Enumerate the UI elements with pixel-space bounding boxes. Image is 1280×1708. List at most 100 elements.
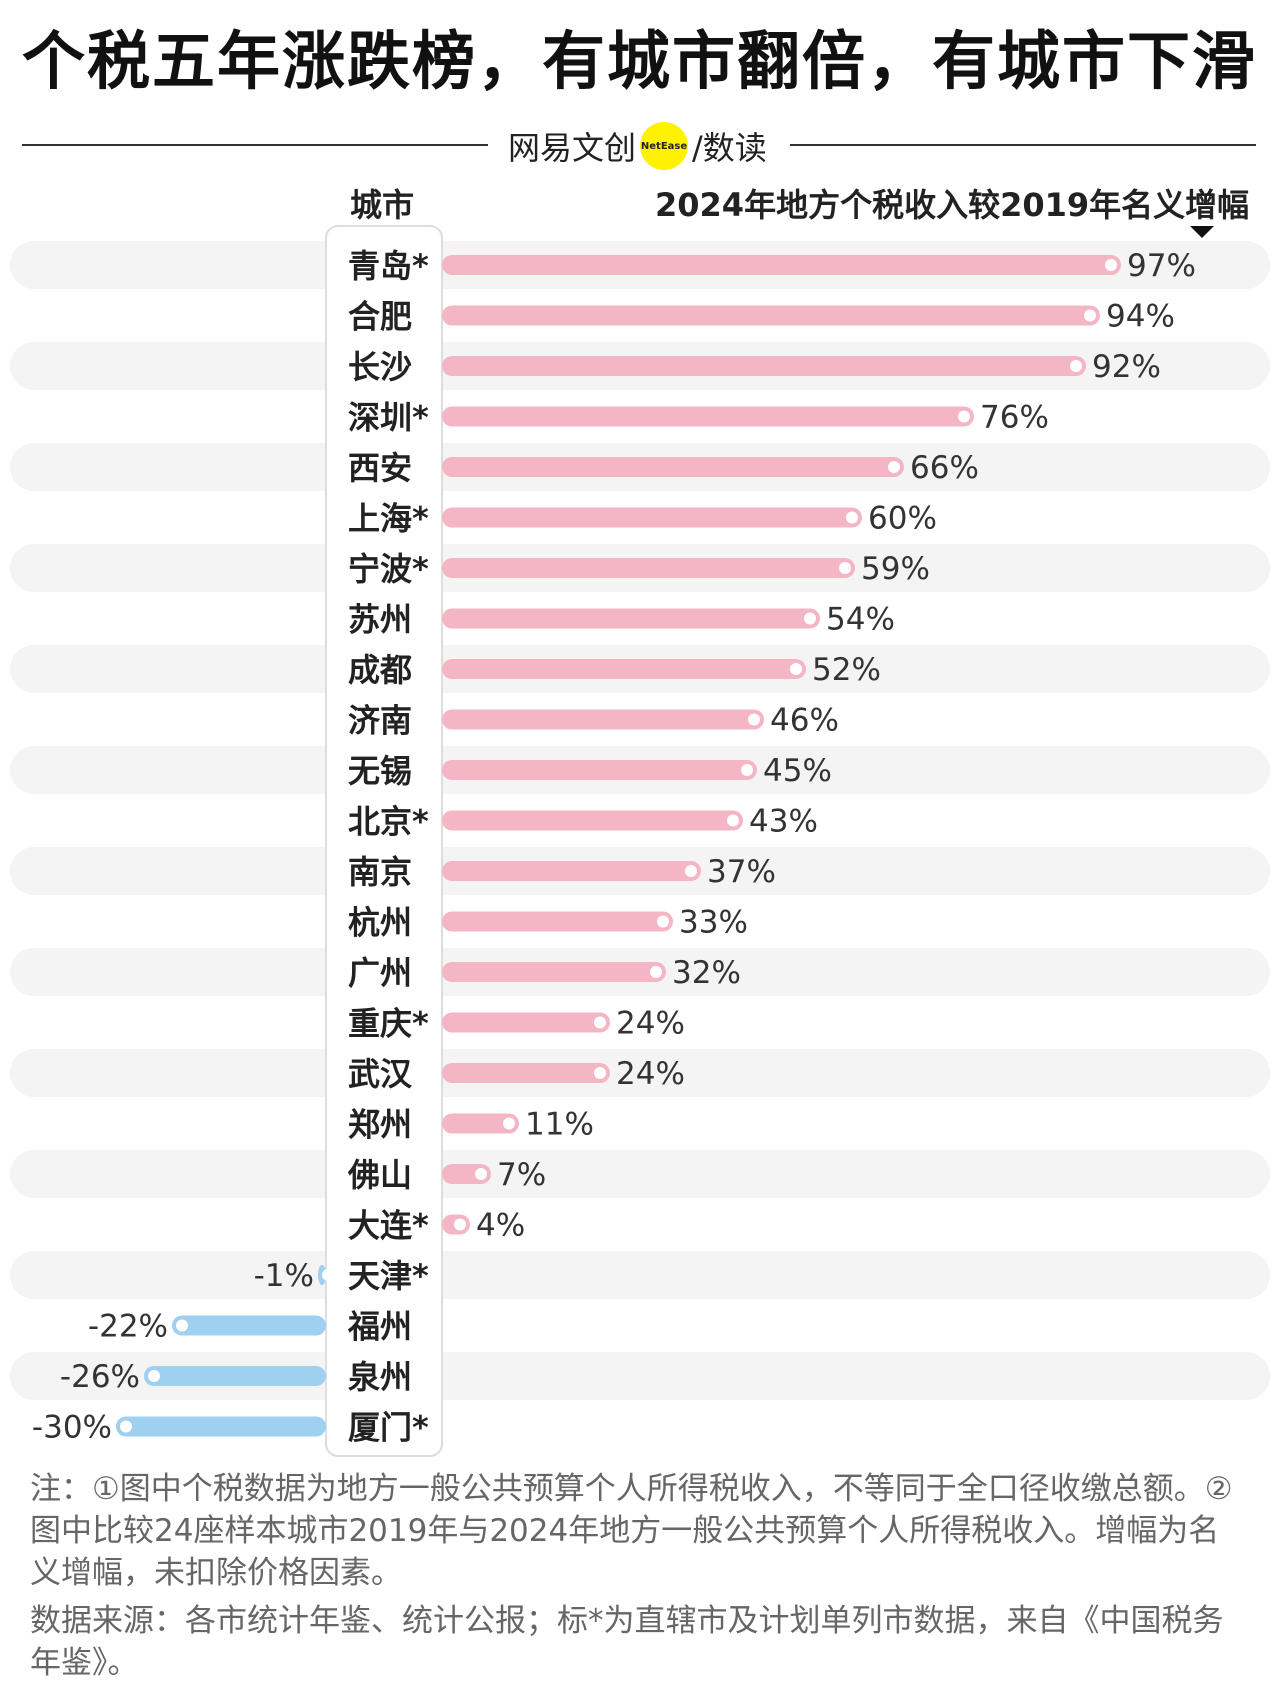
city-label: 成都: [348, 651, 412, 689]
city-label: 泉州: [348, 1358, 412, 1396]
bar-end-dot: [475, 1168, 487, 1180]
bar-end-dot: [790, 663, 802, 675]
bar-end-dot: [650, 966, 662, 978]
data-label: 43%: [749, 804, 818, 840]
bar-end-dot: [846, 511, 858, 524]
bar-end-dot: [120, 1420, 132, 1433]
bar: [442, 760, 757, 780]
bar: [442, 1012, 610, 1033]
city-label: 厦门*: [348, 1409, 429, 1447]
bar: [442, 911, 673, 932]
bar-end-dot: [594, 1016, 606, 1029]
bar-end-dot: [657, 915, 669, 928]
data-source: 数据来源：各市统计年鉴、统计公报；标*为直辖市及计划单列市数据，来自《中国税务年…: [30, 1603, 1224, 1681]
city-label: 佛山: [347, 1156, 412, 1194]
bar-end-dot: [741, 764, 753, 776]
data-label: -22%: [88, 1309, 168, 1345]
data-label: -26%: [60, 1359, 140, 1395]
bar: [442, 406, 974, 427]
bar: [442, 861, 701, 881]
bar-end-dot: [148, 1370, 160, 1382]
data-label: 76%: [980, 400, 1049, 436]
bar-end-dot: [594, 1067, 606, 1079]
divider-left: [22, 144, 488, 146]
bar: [442, 810, 743, 831]
row-stripe: [10, 1150, 1270, 1198]
data-label: 52%: [812, 652, 881, 688]
data-label: 11%: [525, 1107, 594, 1143]
city-label: 武汉: [348, 1055, 413, 1093]
metric-header-arrow-icon: [1190, 226, 1214, 238]
city-label: 合肥: [348, 298, 412, 336]
bar: [442, 1063, 610, 1083]
data-label: 7%: [497, 1157, 546, 1193]
chart-title: 个税五年涨跌榜，有城市翻倍，有城市下滑: [22, 25, 1257, 98]
data-label: -30%: [32, 1410, 112, 1446]
city-label: 宁波*: [348, 550, 429, 588]
data-label: 59%: [861, 551, 930, 587]
city-column-panel: [325, 225, 443, 1457]
bar: [442, 558, 855, 578]
bar-end-dot: [748, 713, 760, 726]
bar-end-dot: [1105, 259, 1117, 271]
city-label: 福州: [347, 1308, 412, 1346]
city-label: 青岛*: [348, 247, 429, 285]
data-label: 66%: [910, 450, 979, 486]
bar: [144, 1366, 326, 1386]
row-stripe: [10, 1251, 1270, 1299]
data-label: -1%: [254, 1258, 314, 1294]
data-label: 54%: [826, 602, 895, 638]
bar: [442, 709, 764, 730]
bar-end-dot: [958, 410, 970, 423]
bar: [442, 608, 820, 629]
data-label: 94%: [1106, 299, 1175, 335]
brand-name: 网易文创: [508, 129, 637, 167]
city-label: 重庆*: [348, 1005, 429, 1043]
city-label: 无锡: [348, 752, 412, 790]
city-label: 西安: [348, 449, 412, 487]
data-label: 97%: [1127, 248, 1196, 284]
bar-end-dot: [727, 814, 739, 827]
brand-section: /数读: [692, 129, 767, 167]
bar: [442, 659, 806, 679]
bar-end-dot: [1070, 360, 1082, 372]
bar-end-dot: [322, 1269, 334, 1281]
city-label: 郑州: [348, 1106, 412, 1144]
bar-end-dot: [685, 865, 697, 877]
netease-badge-icon: NetEase: [640, 122, 689, 170]
bar-end-dot: [1084, 309, 1096, 322]
city-label: 上海*: [348, 500, 429, 538]
city-label: 天津*: [348, 1257, 429, 1295]
bar: [442, 1113, 519, 1134]
brand-badge: NetEase: [640, 140, 688, 152]
data-label: 60%: [868, 501, 937, 537]
city-column-header: 城市: [350, 186, 415, 224]
city-label: 广州: [348, 954, 412, 992]
bar-end-dot: [176, 1319, 188, 1332]
data-label: 32%: [672, 955, 741, 991]
data-label: 24%: [616, 1056, 685, 1092]
bar: [442, 305, 1100, 326]
bar-end-dot: [839, 562, 851, 574]
city-label: 南京: [348, 853, 412, 891]
data-label: 92%: [1092, 349, 1161, 385]
brand-logo: 网易文创 NetEase /数读: [508, 122, 767, 170]
city-label: 长沙: [348, 348, 412, 386]
bar: [442, 962, 666, 982]
city-label: 北京*: [348, 803, 429, 841]
bar: [172, 1315, 326, 1336]
city-label: 济南: [348, 702, 412, 740]
bar: [442, 507, 862, 528]
bar: [442, 255, 1121, 275]
city-label: 苏州: [348, 601, 412, 639]
data-label: 46%: [770, 703, 839, 739]
data-label: 4%: [476, 1208, 525, 1244]
bar-end-dot: [503, 1117, 515, 1130]
data-label: 33%: [679, 905, 748, 941]
footnote: 注：①图中个税数据为地方一般公共预算个人所得税收入，不等同于全口径收缴总额。②图…: [30, 1471, 1233, 1591]
city-label: 深圳*: [348, 399, 429, 437]
city-label: 大连*: [348, 1207, 429, 1245]
bar-end-dot: [454, 1218, 466, 1231]
bar: [442, 457, 904, 477]
bar-end-dot: [804, 612, 816, 625]
